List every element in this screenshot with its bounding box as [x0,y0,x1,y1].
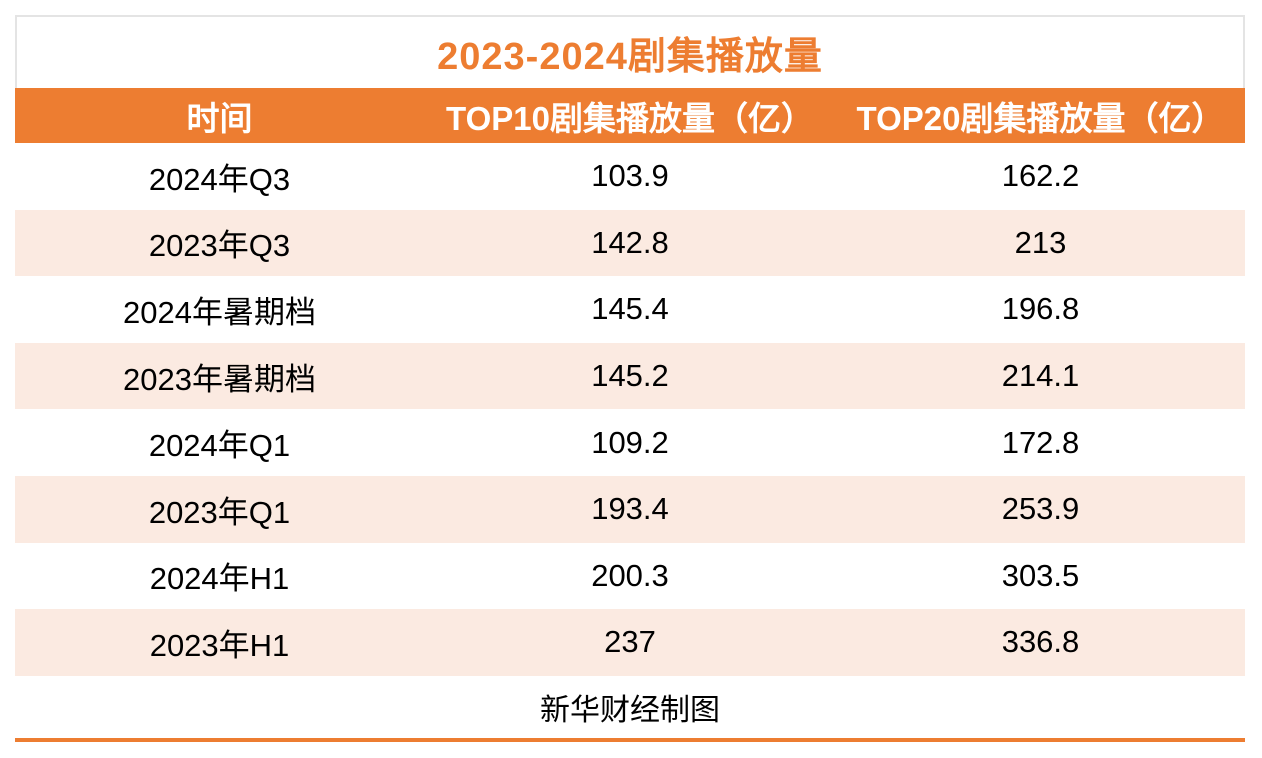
row-value-cell: 162.2 [1001,158,1080,194]
column-header-time: 时间 [186,99,253,137]
row-value-cell: 193.4 [591,491,669,527]
table-header-row: 时间 TOP10剧集播放量（亿） TOP20剧集播放量（亿） [15,88,1245,143]
row-value-cell: 213 [1014,224,1067,260]
row-value-cell: 196.8 [1001,291,1080,327]
column-header-top20: TOP20剧集播放量（亿） [856,99,1225,137]
row-value-cell: 109.2 [591,424,669,460]
row-value-cell: 214.1 [1001,358,1080,394]
table-row: 2023年H1 237 336.8 [15,609,1245,676]
row-period-cell: 2023年Q3 [148,228,291,264]
table-body: 2024年Q3 103.9 162.2 2023年Q3 142.8 213 2024年暑期档… [15,143,1245,676]
row-period-cell: 2024年Q3 [148,161,291,197]
table-row: 2023年Q3 142.8 213 [15,209,1245,277]
row-period-cell: 2023年H1 [149,627,290,663]
row-value-cell: 200.3 [591,557,669,593]
bottom-accent-rule [15,737,1245,742]
source-credit-row: 新华财经制图 [15,675,1245,738]
table-row: 2024年Q3 103.9 162.2 [15,143,1245,210]
table-row: 2024年H1 200.3 303.5 [15,542,1245,610]
table-row: 2024年暑期档 145.4 196.8 [15,276,1245,343]
table-row: 2023年暑期档 145.2 214.1 [15,342,1245,410]
row-value-cell: 145.2 [591,358,669,394]
table-row: 2023年Q1 193.4 253.9 [15,475,1245,543]
row-value-cell: 336.8 [1001,624,1080,660]
table-row: 2024年Q1 109.2 172.8 [15,409,1245,476]
source-credit: 新华财经制图 [540,693,720,727]
row-period-cell: 2024年暑期档 [123,294,316,330]
row-period-cell: 2023年Q1 [148,494,291,530]
chart-title: 2023-2024剧集播放量 [437,36,823,78]
row-value-cell: 103.9 [591,158,669,194]
row-period-cell: 2023年暑期档 [123,361,316,397]
row-value-cell: 253.9 [1001,491,1080,527]
chart-title-row: 2023-2024剧集播放量 [15,15,1245,88]
row-period-cell: 2024年Q1 [148,428,291,464]
drama-playback-table: 2023-2024剧集播放量 时间 TOP10剧集播放量（亿） TOP20剧集播… [15,15,1245,742]
row-value-cell: 303.5 [1001,557,1080,593]
row-value-cell: 172.8 [1001,424,1080,460]
row-period-cell: 2024年H1 [149,561,290,597]
row-value-cell: 142.8 [591,224,669,260]
row-value-cell: 145.4 [591,291,669,327]
row-value-cell: 237 [604,624,656,660]
column-header-top10: TOP10剧集播放量（亿） [446,99,814,137]
